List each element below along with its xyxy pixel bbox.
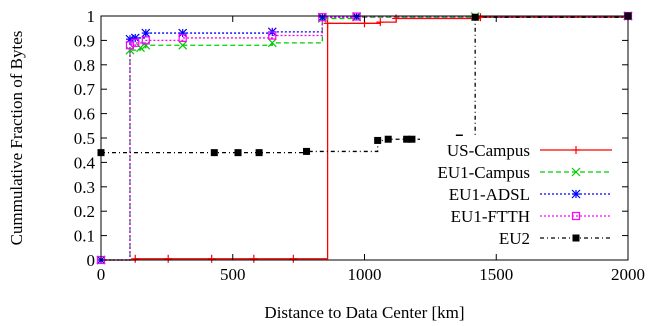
legend-label: EU1-FTTH (451, 207, 530, 226)
legend-marker (572, 234, 580, 242)
data-point (178, 40, 188, 50)
x-axis-label: Distance to Data Center [km] (264, 303, 464, 322)
legend-entry: US-Campus (447, 141, 612, 160)
data-point (234, 149, 242, 157)
y-tick-label: 0 (87, 251, 96, 270)
data-point (141, 36, 150, 45)
data-point (323, 19, 332, 28)
y-tick-label: 0.5 (74, 129, 95, 148)
data-point (131, 38, 140, 47)
data-point (318, 13, 327, 22)
axis-ticks (100, 15, 629, 261)
legend-marker (571, 167, 581, 177)
data-point (408, 135, 416, 143)
legend-label: EU2 (499, 229, 530, 248)
legend-label: EU1-Campus (437, 163, 530, 182)
data-point (210, 149, 218, 157)
data-point (384, 135, 392, 143)
legend-label: EU1-ADSL (449, 185, 530, 204)
data-point (207, 254, 216, 263)
y-tick-label: 0.3 (74, 178, 95, 197)
data-point (141, 28, 151, 38)
x-tick-label: 1000 (348, 265, 382, 284)
y-tick-label: 0.1 (74, 227, 95, 246)
data-point (141, 40, 151, 50)
x-tick-label: 1500 (479, 265, 513, 284)
x-tick-label: 0 (97, 265, 106, 284)
legend-entry: EU1-ADSL (449, 185, 612, 204)
data-point (471, 13, 479, 21)
tick-labels: 0 500 1000 1500 200000.10.20.30.40.50.60.70.… (74, 7, 645, 284)
data-point (178, 28, 188, 38)
legend-entry: EU1-FTTH (451, 207, 612, 226)
data-point (178, 33, 187, 43)
data-point (255, 149, 263, 157)
data-point (289, 254, 298, 263)
legend: US-Campus EU1-Campus EU1-ADSL EU1-FTTH EU2 (420, 136, 620, 252)
legend-marker (572, 146, 580, 154)
legend-marker (571, 211, 581, 221)
data-point (164, 254, 173, 263)
data-point (376, 18, 385, 27)
data-point (131, 254, 140, 263)
legend-marker (571, 189, 581, 199)
y-axis-label: Cummulative Fraction of Bytes (7, 31, 26, 246)
y-tick-label: 0.7 (74, 80, 96, 99)
data-point (303, 147, 311, 155)
x-tick-label: 500 (220, 265, 246, 284)
data-point (125, 45, 135, 55)
legend-box (420, 136, 620, 252)
y-tick-label: 1 (87, 7, 96, 26)
data-point (268, 31, 277, 40)
data-point (130, 33, 140, 43)
y-tick-label: 0.6 (74, 105, 95, 124)
x-tick-label: 2000 (611, 265, 645, 284)
legend-entry: EU2 (499, 229, 612, 248)
y-tick-label: 0.4 (74, 153, 96, 172)
y-tick-label: 0.9 (74, 31, 95, 50)
y-tick-label: 0.2 (74, 202, 95, 221)
data-point (249, 254, 258, 263)
data-point (267, 38, 277, 48)
legend-entry: EU1-Campus (437, 163, 612, 182)
data-point (125, 41, 135, 50)
data-point (374, 136, 382, 144)
legend-label: US-Campus (447, 141, 530, 160)
data-point (317, 12, 327, 22)
plot-markers (96, 11, 633, 265)
data-point (136, 43, 145, 53)
y-tick-label: 0.8 (74, 56, 95, 75)
